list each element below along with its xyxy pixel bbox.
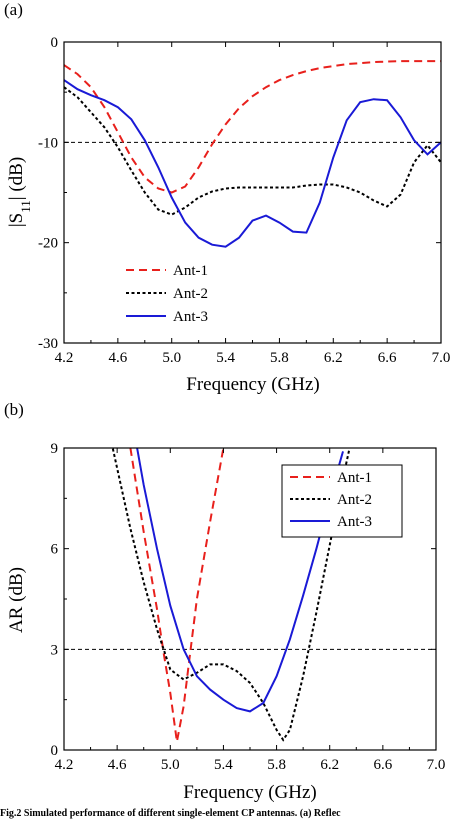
ar-x-tick-label: 5.0 (161, 757, 180, 773)
panel-label-a: (a) (4, 0, 23, 19)
ar-legend-label-ant-3: Ant-3 (337, 514, 372, 530)
s11-x-tick-label: 4.2 (55, 350, 74, 366)
ar-x-tick-label: 7.0 (427, 757, 446, 773)
s11-x-axis-label: Frequency (GHz) (186, 374, 319, 395)
s11-legend-label-ant-1: Ant-1 (173, 263, 208, 279)
s11-y-axis-label-tail: | (dB) (6, 157, 27, 200)
ar-x-tick-label: 5.8 (267, 757, 286, 773)
ar-legend-frame (281, 464, 403, 538)
s11-y-tick-label: -30 (38, 336, 58, 352)
s11-x-tick-label: 6.2 (324, 350, 343, 366)
s11-legend-label-ant-2: Ant-2 (173, 286, 208, 302)
ar-legend-label-ant-2: Ant-2 (337, 492, 372, 508)
s11-y-axis-label: |S11| (dB) (6, 157, 33, 227)
ar-y-tick-label: 0 (51, 743, 59, 759)
s11-legend-label-ant-3: Ant-3 (173, 309, 208, 325)
ar-chart: AR (dB) Frequency (GHz) 4.2 4.6 5.0 5.4 5.8 6… (6, 441, 446, 803)
ar-y-axis-label: AR (dB) (6, 567, 27, 633)
ar-y-tick-label: 3 (51, 642, 59, 658)
s11-x-tick-label: 6.6 (378, 350, 397, 366)
s11-series-ant-3 (64, 79, 441, 248)
ar-y-tick-label: 9 (51, 441, 59, 457)
s11-legend: Ant-1 Ant-2 Ant-3 (126, 263, 208, 325)
ar-legend-label-ant-1: Ant-1 (337, 470, 372, 486)
ar-x-axis-label: Frequency (GHz) (183, 782, 316, 803)
ar-series-ant-2 (111, 448, 351, 742)
s11-x-tick-label: 4.6 (108, 350, 127, 366)
s11-plot-frame (63, 41, 442, 344)
ar-legend: Ant-1 Ant-2 Ant-3 (281, 464, 403, 538)
ar-series-ant-3 (136, 448, 344, 713)
s11-y-axis-label-sub: 11 (18, 200, 33, 213)
s11-x-tick-label: 5.4 (216, 350, 235, 366)
s11-y-tick-label: -20 (38, 236, 58, 252)
s11-x-tick-label: 7.0 (432, 350, 451, 366)
figure-caption: Fig.2 Simulated performance of different… (0, 808, 341, 819)
s11-series-ant-2 (64, 86, 441, 216)
ar-series-ant-1 (129, 448, 225, 742)
s11-y-tick-label: 0 (51, 35, 59, 51)
ar-x-tick-label: 5.4 (214, 757, 233, 773)
s11-x-tick-label: 5.0 (162, 350, 181, 366)
ar-x-tick-label: 6.2 (320, 757, 339, 773)
ar-x-tick-label: 4.2 (55, 757, 74, 773)
ar-y-tick-label: 6 (51, 542, 59, 558)
s11-y-tick-label: -10 (38, 135, 58, 151)
ar-x-tick-label: 4.6 (108, 757, 127, 773)
s11-x-tick-label: 5.8 (270, 350, 289, 366)
ar-x-tick-label: 6.6 (373, 757, 392, 773)
s11-chart: |S11| (dB) Frequency (GHz) 4.2 4.6 5.0 5.4 5… (6, 35, 451, 395)
panel-label-b: (b) (4, 400, 24, 419)
s11-y-axis-label-main: |S (6, 213, 27, 227)
s11-series-ant-1 (64, 60, 441, 194)
